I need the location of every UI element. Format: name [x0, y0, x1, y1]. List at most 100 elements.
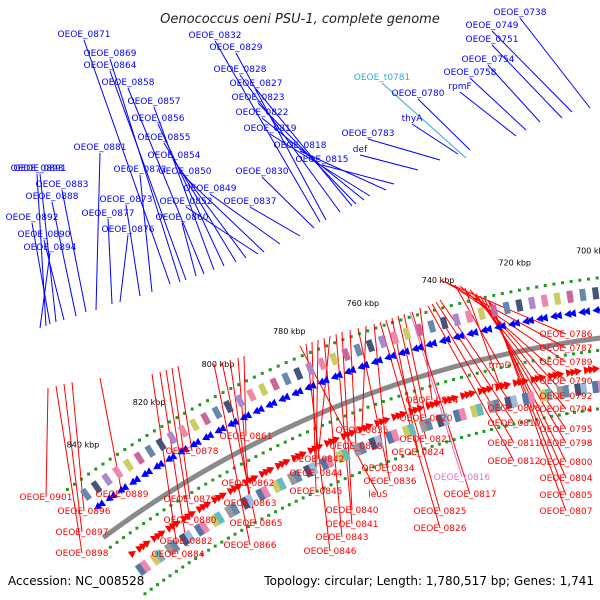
- leader-line: [185, 206, 259, 255]
- minus-strand-gene: [503, 381, 512, 390]
- blue-gene-label: OEOE_0758: [444, 68, 497, 78]
- kbp-dot: [162, 578, 166, 582]
- plus-gene-box: [317, 357, 328, 371]
- minus-gene-box: [193, 523, 206, 537]
- plus-strand-gene: [129, 477, 138, 485]
- leader-line: [491, 303, 567, 512]
- kbp-dot: [244, 379, 248, 383]
- plus-gene-box: [80, 487, 93, 501]
- kbp-dot: [213, 544, 217, 548]
- leader-line: [417, 98, 471, 151]
- kbp-dot: [128, 531, 132, 535]
- minus-strand-gene: [587, 365, 596, 374]
- kbp-dot: [115, 540, 119, 544]
- kbp-dot: [322, 486, 326, 490]
- kbp-dot: [176, 499, 180, 503]
- plus-strand-gene: [361, 360, 370, 369]
- plus-strand-gene: [554, 311, 563, 320]
- minus-gene-box: [276, 477, 287, 491]
- kbp-dot: [408, 452, 412, 456]
- leader-line: [349, 329, 357, 447]
- leader-line: [43, 239, 65, 321]
- minus-strand-gene: [242, 479, 251, 487]
- plus-gene-box: [211, 405, 223, 420]
- plus-strand-gene: [189, 440, 198, 448]
- kbp-dot: [349, 335, 353, 339]
- leader-line: [171, 367, 191, 500]
- kbp-dot: [467, 433, 471, 437]
- kbp-dot: [183, 495, 187, 499]
- minus-strand-gene: [282, 458, 291, 467]
- kbp-dot: [260, 517, 264, 521]
- gene-features: [80, 286, 600, 577]
- minus-strand-gene: [157, 530, 166, 538]
- kbp-dot: [372, 465, 376, 469]
- kbp-dot: [316, 347, 320, 351]
- plus-strand-gene: [512, 318, 521, 327]
- kbp-dot: [328, 420, 332, 424]
- kbp-dot: [197, 486, 201, 490]
- minus-strand-gene: [331, 436, 340, 444]
- kbp-dot: [565, 412, 569, 416]
- leader-line: [411, 311, 471, 495]
- leader-line: [444, 281, 567, 349]
- minus-gene-box: [579, 382, 588, 396]
- kbp-dot: [287, 503, 291, 507]
- minus-strand-gene: [234, 483, 243, 491]
- kbp-dot: [162, 508, 166, 512]
- minus-strand-gene: [214, 494, 223, 502]
- blue-gene-label: OEOE_0854: [148, 151, 201, 161]
- minus-strand-gene: [592, 365, 600, 374]
- red-gene-label: rplS: [491, 382, 509, 392]
- kbp-dot: [467, 373, 471, 377]
- leader-line: [39, 252, 51, 329]
- blue-gene-label: OEOE_0860: [156, 213, 209, 223]
- red-gene-label: OEOE_0842: [292, 455, 345, 465]
- red-gene-label: leuS: [368, 490, 388, 500]
- leader-line: [439, 299, 515, 409]
- plus-strand-gene: [498, 321, 507, 330]
- plus-strand-gene: [278, 394, 287, 402]
- plus-strand-gene: [317, 377, 326, 386]
- leader-line: [213, 363, 251, 546]
- minus-strand-gene: [164, 525, 173, 533]
- plus-gene-box: [489, 304, 499, 318]
- kbp-dot: [320, 423, 324, 427]
- leader-line: [397, 315, 427, 440]
- kbp-dot: [218, 474, 222, 478]
- plus-strand-gene: [98, 499, 107, 507]
- kbp-dot: [579, 351, 583, 355]
- red-gene-label: OEOE_0794: [540, 405, 593, 415]
- leader-line: [454, 284, 501, 366]
- blue-gene-label: OEOE_0883: [36, 180, 89, 190]
- plus-strand-gene: [252, 406, 261, 414]
- kbp-dot: [374, 326, 378, 330]
- plus-gene-box: [155, 437, 167, 452]
- red-gene-label: OEOE_0808: [488, 404, 541, 414]
- minus-gene-box: [492, 398, 502, 413]
- plus-gene-box: [553, 292, 562, 306]
- minus-strand-gene: [574, 367, 583, 376]
- blue-gene-label: def: [353, 145, 368, 155]
- kbp-dot: [160, 424, 164, 428]
- minus-strand-gene: [135, 545, 144, 554]
- kbp-ticks: 700 kbp 720 kbp 740 kbp 760 kbp 780 kbp 800 k…: [65, 246, 600, 596]
- red-gene-label: OEOE_0861: [220, 432, 273, 442]
- minus-strand-gene: [382, 416, 391, 425]
- plus-gene-box: [353, 343, 364, 357]
- minus-strand-gene: [485, 385, 494, 394]
- minus-gene-box: [527, 391, 536, 405]
- kbp-dot: [198, 403, 202, 407]
- plus-strand-gene: [597, 308, 600, 312]
- red-gene-label: OEOE_0845: [290, 487, 343, 497]
- leader-line: [39, 173, 57, 323]
- red-gene-label: OEOE_0824: [392, 448, 445, 458]
- kbp-dot: [458, 301, 462, 305]
- plus-gene-box: [166, 431, 178, 445]
- kbp-dot: [122, 536, 126, 540]
- plus-strand-gene: [308, 381, 317, 389]
- minus-strand-gene: [298, 451, 307, 459]
- plus-strand-gene: [466, 329, 475, 337]
- leader-line: [357, 327, 391, 482]
- kbp-dot: [492, 293, 496, 297]
